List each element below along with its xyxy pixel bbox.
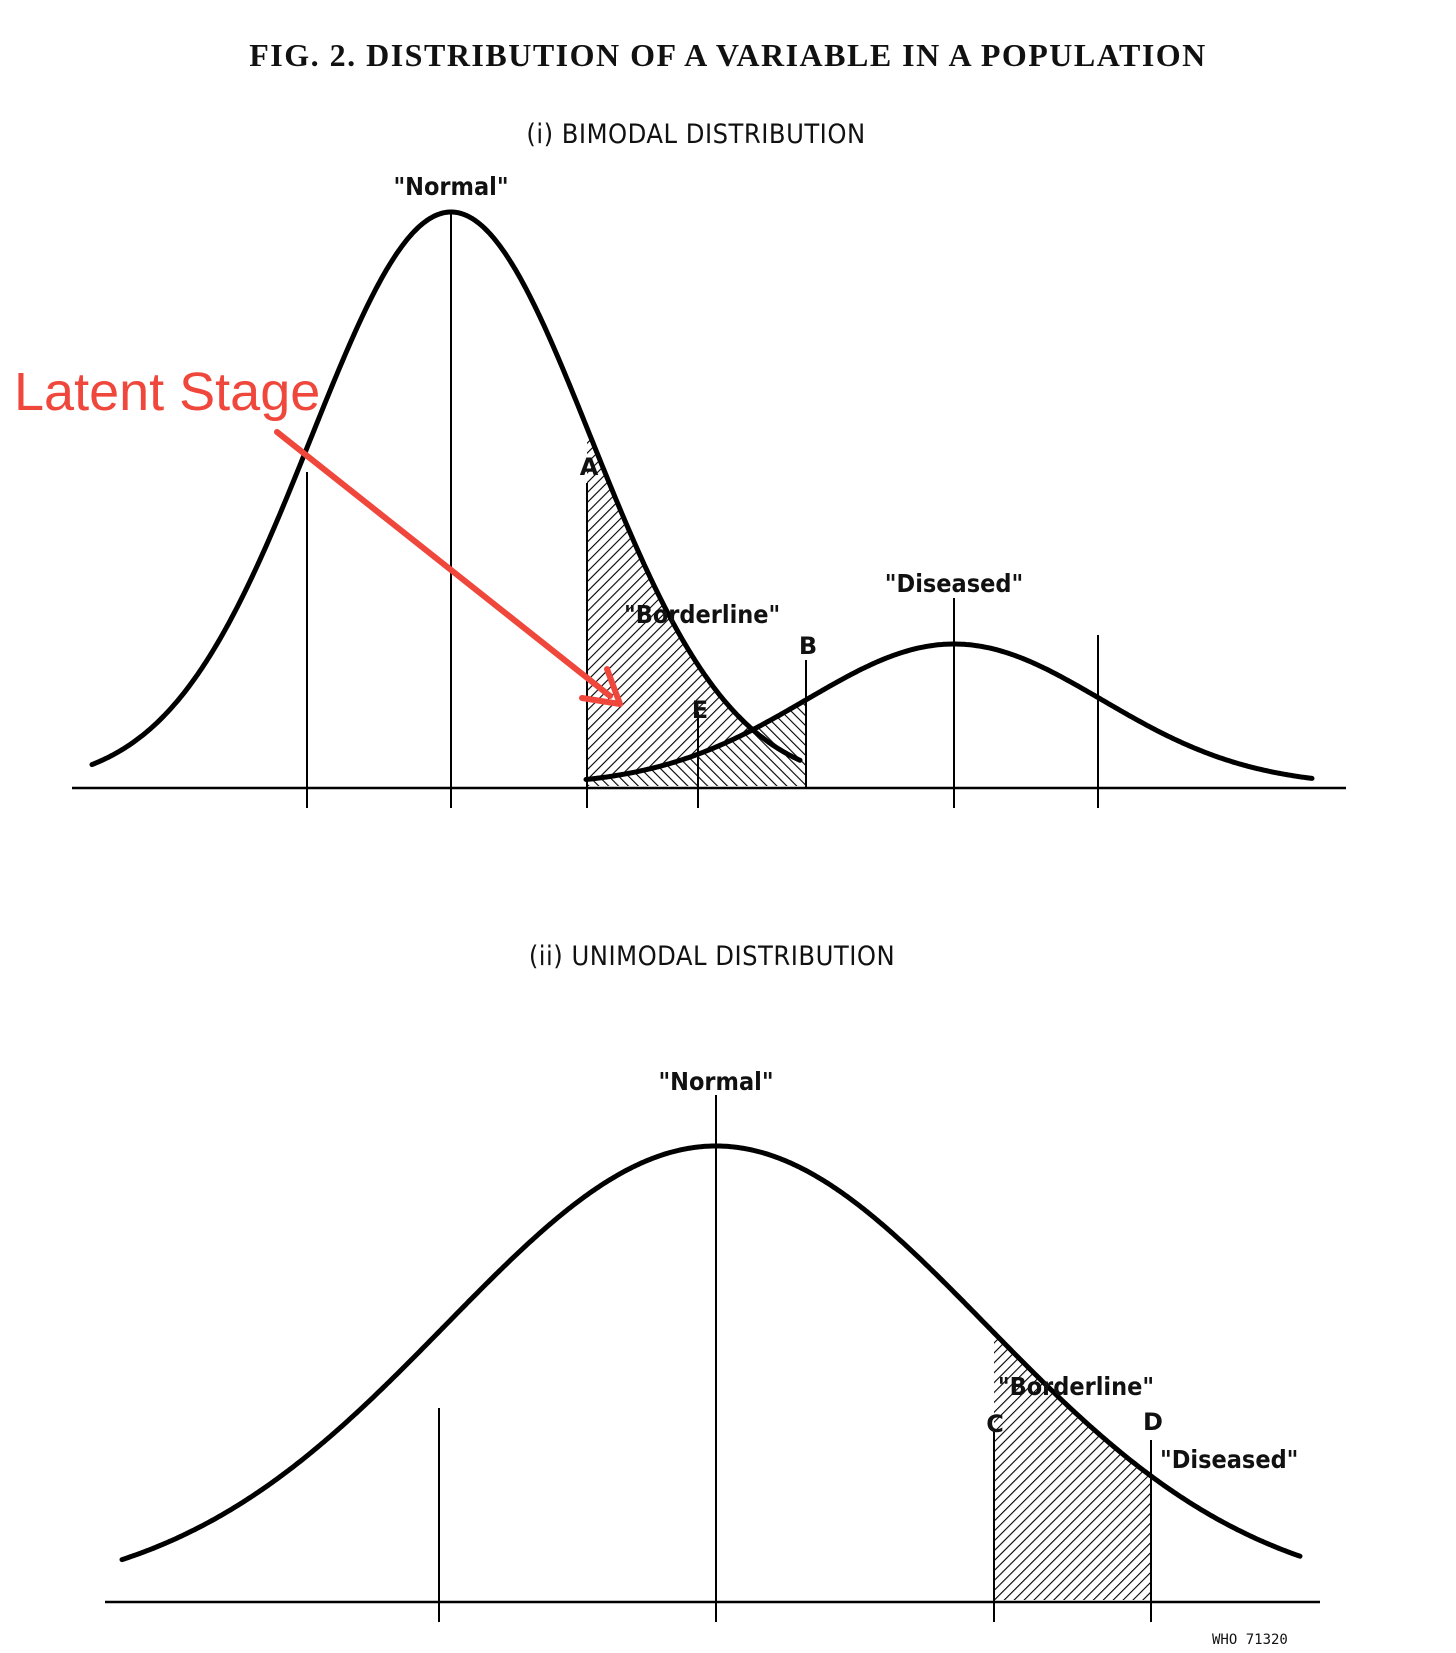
bimodal-borderline-label: "Borderline": [624, 600, 780, 629]
bimodal-normal-label: "Normal": [393, 172, 508, 201]
bimodal-diseased-label: "Diseased": [885, 569, 1023, 598]
latent-stage-annotation: Latent Stage: [14, 362, 623, 707]
unimodal-borderline-label: "Borderline": [998, 1372, 1154, 1401]
point-e-label: E: [692, 696, 708, 724]
unimodal-normal-label: "Normal": [658, 1067, 773, 1096]
point-d-label: D: [1143, 1408, 1163, 1436]
latent-stage-label: Latent Stage: [14, 362, 320, 422]
latent-stage-arrow-shaft: [274, 429, 613, 699]
unimodal-panel-title: (ii) UNIMODAL DISTRIBUTION: [529, 941, 895, 972]
unimodal-panel: (ii) UNIMODAL DISTRIBUTION "Normal" "Bor…: [105, 941, 1320, 1648]
unimodal-normal-curve: [119, 1143, 1303, 1563]
point-a-label: A: [580, 453, 599, 481]
unimodal-borderline-hatched-area: [994, 1332, 1151, 1600]
latent-stage-arrow-head: [579, 666, 623, 707]
figure-title: FIG. 2. DISTRIBUTION OF A VARIABLE IN A …: [249, 37, 1207, 73]
borderline-hatched-area-diseased-tail: [587, 700, 805, 786]
borderline-hatched-area-normal-tail: [587, 427, 800, 786]
bimodal-panel-title: (i) BIMODAL DISTRIBUTION: [526, 119, 865, 150]
point-c-label: C: [986, 1410, 1004, 1438]
bimodal-normal-curve: [89, 209, 803, 768]
bimodal-diseased-curve: [583, 641, 1315, 782]
unimodal-diseased-label: "Diseased": [1160, 1445, 1298, 1474]
bimodal-panel: (i) BIMODAL DISTRIBUTION "Normal" A "Bor…: [72, 119, 1346, 808]
figure-reference-code: WHO 71320: [1212, 1632, 1288, 1648]
point-b-label: B: [799, 632, 817, 660]
